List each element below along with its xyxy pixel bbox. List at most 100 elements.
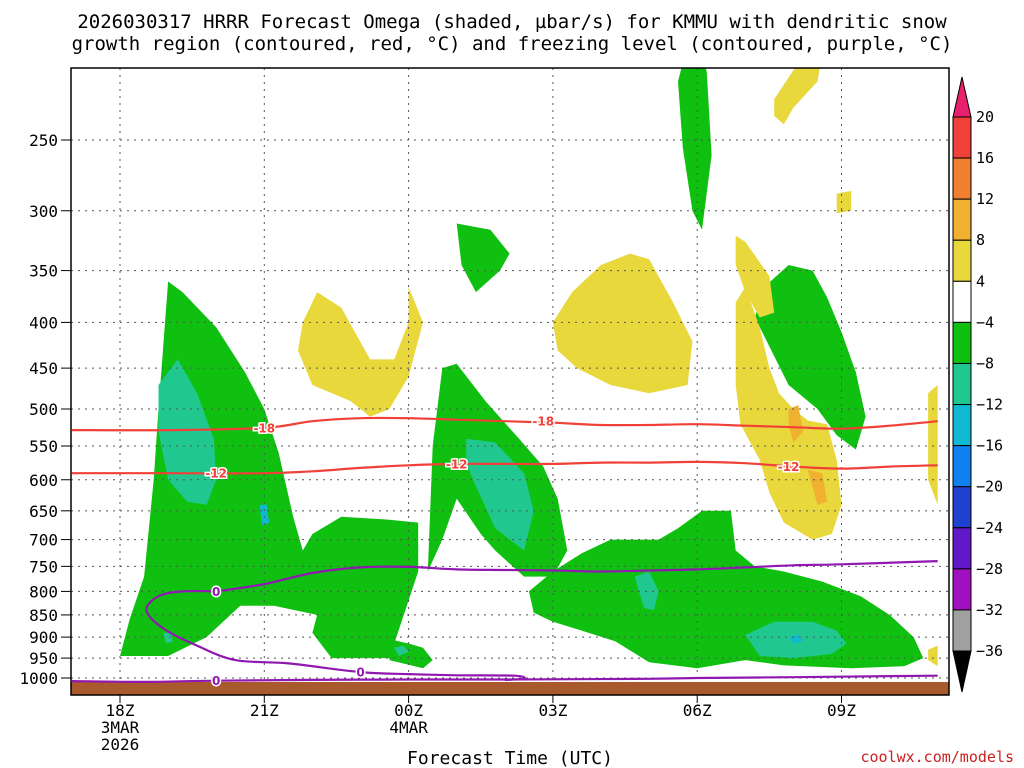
- ytick-label-800: 800: [29, 582, 58, 601]
- colorbar-label-1: 16: [976, 149, 994, 167]
- omega-region-12: [163, 632, 173, 644]
- colorbar-label-0: 20: [976, 108, 994, 126]
- xtick-label-15-0: 09Z: [827, 701, 856, 720]
- omega-region-24: [807, 469, 828, 505]
- xtick-label-12-0: 06Z: [683, 701, 712, 720]
- ytick-label-900: 900: [29, 628, 58, 647]
- ytick-label-350: 350: [29, 262, 58, 281]
- omega-region-8: [466, 438, 534, 551]
- ytick-label-850: 850: [29, 606, 58, 625]
- colorbar-label-9: −20: [976, 478, 1003, 496]
- colorbar-label-12: −32: [976, 601, 1003, 619]
- omega-shading-layer: [120, 68, 938, 669]
- ytick-label-650: 650: [29, 502, 58, 521]
- ground-surface: [71, 682, 949, 695]
- ytick-label-750: 750: [29, 557, 58, 576]
- omega-region-18: [735, 235, 775, 318]
- credit-link[interactable]: coolwx.com/models: [860, 748, 1014, 766]
- colorbar-bottom-triangle: [952, 650, 972, 693]
- temperature-contour-0: [71, 416, 938, 432]
- colorbar-swatch-9: [952, 486, 972, 529]
- freezing-contour-3: [216, 560, 938, 593]
- omega-region-23: [788, 405, 803, 443]
- colorbar-swatch-4: [952, 280, 972, 323]
- colorbar-label-10: −24: [976, 519, 1003, 537]
- omega-region-4: [456, 223, 510, 293]
- xtick-label-3-0: 21Z: [250, 701, 279, 720]
- temperature-contour-1: [71, 460, 938, 475]
- colorbar-label-11: −28: [976, 560, 1003, 578]
- omega-region-3: [528, 510, 924, 669]
- freezing-contour-4: [145, 589, 526, 681]
- ytick-label-250: 250: [29, 131, 58, 150]
- xtick-label-0-2: 2026: [101, 735, 140, 754]
- omega-region-19: [774, 68, 820, 125]
- omega-region-10: [634, 571, 659, 611]
- colorbar-swatch-1: [952, 157, 972, 200]
- xtick-label-9-0: 03Z: [538, 701, 567, 720]
- colorbar-swatch-3: [952, 239, 972, 282]
- colorbar-swatch-6: [952, 362, 972, 406]
- colorbar-label-2: 12: [976, 190, 994, 208]
- colorbar-label-6: −8: [976, 354, 994, 372]
- ytick-label-600: 600: [29, 471, 58, 490]
- omega-region-11: [394, 645, 409, 656]
- ytick-label-450: 450: [29, 359, 58, 378]
- chart-title-line2: growth region (contoured, red, °C) and f…: [72, 33, 953, 55]
- omega-region-5: [754, 265, 866, 450]
- contour-label-0-0: -18: [253, 421, 275, 435]
- omega-region-15: [298, 286, 423, 417]
- ytick-label-300: 300: [29, 202, 58, 221]
- contour-layer: -18 -18 -12 -12 -12 0 0 0: [71, 413, 938, 690]
- colorbar-label-4: 4: [976, 272, 985, 290]
- xtick-label-6-1: 4MAR: [389, 718, 428, 737]
- omega-region-0: [120, 281, 419, 659]
- ytick-label-950: 950: [29, 649, 58, 668]
- ytick-label-1000: 1000: [19, 669, 58, 688]
- omega-region-20: [836, 190, 852, 214]
- omega-region-14: [259, 504, 270, 526]
- omega-region-7: [158, 359, 217, 505]
- colorbar-swatch-10: [952, 527, 972, 570]
- colorbar-swatch-12: [952, 609, 972, 652]
- omega-region-6: [678, 68, 712, 230]
- colorbar-swatch-11: [952, 568, 972, 611]
- ytick-label-550: 550: [29, 437, 58, 456]
- y-axis-ticks: 250 300 350 400 450 500 550 600 650 700 750 800 850 9…: [19, 131, 71, 688]
- omega-region-1: [389, 639, 433, 669]
- colorbar: 20 16 12 8 4 −4 −8 −12 −16 −20 −24 −28 −32 −36: [952, 76, 1003, 693]
- chart-title-line1: 2026030317 HRRR Forecast Omega (shaded, …: [77, 11, 947, 33]
- xtick-label-0-0: 18Z: [106, 701, 135, 720]
- ytick-label-700: 700: [29, 531, 58, 550]
- colorbar-label-5: −4: [976, 313, 994, 331]
- ytick-label-400: 400: [29, 313, 58, 332]
- contour-label-1-2: -12: [778, 460, 800, 474]
- xtick-label-6-0: 00Z: [394, 701, 423, 720]
- colorbar-swatch-2: [952, 198, 972, 241]
- colorbar-label-8: −16: [976, 437, 1003, 455]
- colorbar-swatch-0: [952, 116, 972, 159]
- omega-region-22: [928, 645, 938, 667]
- colorbar-top-triangle: [952, 76, 972, 118]
- ytick-label-500: 500: [29, 400, 58, 419]
- contour-label-4-1: 0: [356, 666, 364, 680]
- x-axis-label: Forecast Time (UTC): [407, 748, 613, 768]
- xtick-label-0-1: 3MAR: [101, 718, 140, 737]
- contour-label-0-1: -18: [532, 415, 554, 429]
- omega-region-21: [928, 385, 938, 505]
- colorbar-swatch-8: [952, 445, 972, 488]
- contour-label-1-1: -12: [446, 457, 468, 471]
- freezing-contour-2: [71, 674, 938, 684]
- colorbar-swatch-7: [952, 404, 972, 447]
- colorbar-label-3: 8: [976, 231, 985, 249]
- colorbar-label-13: −36: [976, 642, 1003, 660]
- contour-label-4-0: 0: [212, 585, 220, 599]
- colorbar-swatch-5: [952, 321, 972, 364]
- plot-frame: [70, 67, 950, 696]
- colorbar-label-7: −12: [976, 396, 1003, 414]
- contour-label-1-0: -12: [205, 467, 227, 481]
- omega-region-16: [552, 253, 693, 394]
- contour-label-2-0: 0: [212, 674, 220, 688]
